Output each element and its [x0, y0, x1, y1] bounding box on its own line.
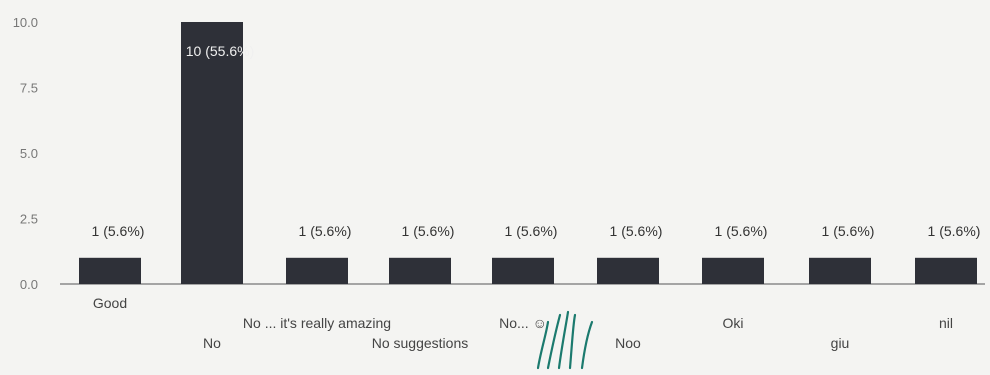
x-tick-label: Oki [723, 315, 744, 331]
y-axis: 0.0 2.5 5.0 7.5 10.0 [13, 15, 38, 292]
bar [597, 257, 659, 284]
data-label: 1 (5.6%) [505, 223, 558, 239]
data-label: 1 (5.6%) [715, 223, 768, 239]
bar [79, 257, 141, 284]
x-tick-label: Good [93, 295, 127, 311]
x-tick-label: giu [831, 335, 850, 351]
data-label: 1 (5.6%) [92, 223, 145, 239]
y-tick-label: 7.5 [20, 81, 38, 96]
y-tick-label: 2.5 [20, 212, 38, 227]
data-label: 1 (5.6%) [299, 223, 352, 239]
data-label: 1 (5.6%) [928, 223, 981, 239]
x-tick-label: nil [939, 315, 953, 331]
data-label: 1 (5.6%) [610, 223, 663, 239]
x-tick-label: No suggestions [372, 335, 469, 351]
y-tick-label: 10.0 [13, 15, 38, 30]
data-labels-group: 1 (5.6%) 10 (55.6%) 1 (5.6%) 1 (5.6%) 1 (5.6… [92, 43, 981, 239]
bar [702, 257, 764, 284]
data-label: 10 (55.6%) [186, 43, 254, 59]
data-label: 1 (5.6%) [402, 223, 455, 239]
handwritten-mark [536, 310, 594, 370]
data-label: 1 (5.6%) [822, 223, 875, 239]
x-tick-label: No ... it's really amazing [243, 315, 391, 331]
bar [181, 22, 243, 284]
x-tick-label: Noo [615, 335, 641, 351]
x-axis: Good No No ... it's really amazing No sugge… [93, 295, 953, 351]
y-tick-label: 5.0 [20, 146, 38, 161]
y-tick-label: 0.0 [20, 277, 38, 292]
bar [286, 257, 348, 284]
bar [809, 257, 871, 284]
bar [915, 257, 977, 284]
x-tick-label: No [203, 335, 221, 351]
bar [389, 257, 451, 284]
x-tick-label: No... ☺ [499, 315, 547, 331]
bars-group [79, 22, 977, 284]
bar [492, 257, 554, 284]
